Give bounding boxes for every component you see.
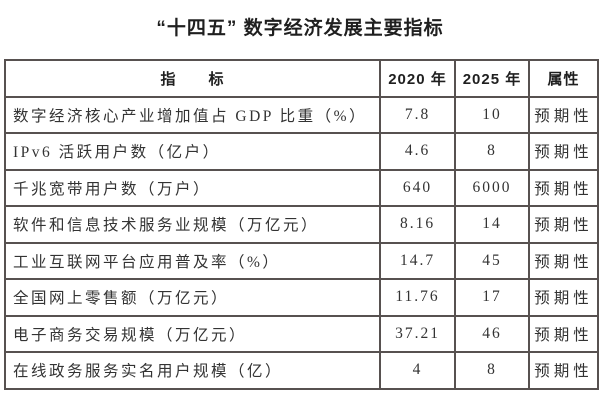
column-header-attribute: 属性 bbox=[528, 59, 599, 98]
page-title: “十四五” 数字经济发展主要指标 bbox=[156, 18, 444, 39]
value-2020: 640 bbox=[379, 168, 456, 207]
indicator-name: 数字经济核心产业增加值占 GDP 比重（%） bbox=[4, 95, 381, 134]
table-row: 千兆宽带用户数（万户） 640 6000 预期性 bbox=[4, 168, 599, 207]
indicator-name: 电子商务交易规模（万亿元） bbox=[4, 314, 381, 353]
table-row: IPv6 活跃用户数（亿户） 4.6 8 预期性 bbox=[4, 132, 599, 171]
attribute-value: 预期性 bbox=[528, 205, 599, 244]
table-row: 软件和信息技术服务业规模（万亿元） 8.16 14 预期性 bbox=[4, 205, 599, 244]
value-2025: 17 bbox=[454, 278, 530, 317]
table-row: 工业互联网平台应用普及率（%） 14.7 45 预期性 bbox=[4, 241, 599, 280]
indicator-name: 千兆宽带用户数（万户） bbox=[4, 168, 381, 207]
attribute-value: 预期性 bbox=[528, 168, 599, 207]
table-header-row: 指 标 2020 年 2025 年 属性 bbox=[4, 59, 599, 98]
value-2025: 45 bbox=[454, 241, 530, 280]
indicator-name: 全国网上零售额（万亿元） bbox=[4, 278, 381, 317]
column-header-2025: 2025 年 bbox=[454, 59, 530, 98]
value-2025: 6000 bbox=[454, 168, 530, 207]
value-2020: 4.6 bbox=[379, 132, 456, 171]
indicator-table: 指 标 2020 年 2025 年 属性 数字经济核心产业增加值占 GDP 比重… bbox=[4, 59, 599, 390]
value-2020: 8.16 bbox=[379, 205, 456, 244]
table-row: 电子商务交易规模（万亿元） 37.21 46 预期性 bbox=[4, 314, 599, 353]
attribute-value: 预期性 bbox=[528, 132, 599, 171]
value-2020: 11.76 bbox=[379, 278, 456, 317]
value-2025: 46 bbox=[454, 314, 530, 353]
value-2025: 8 bbox=[454, 351, 530, 390]
indicator-name: 工业互联网平台应用普及率（%） bbox=[4, 241, 381, 280]
column-header-2020: 2020 年 bbox=[379, 59, 456, 98]
value-2025: 8 bbox=[454, 132, 530, 171]
attribute-value: 预期性 bbox=[528, 95, 599, 134]
value-2020: 4 bbox=[379, 351, 456, 390]
value-2020: 14.7 bbox=[379, 241, 456, 280]
table-row: 全国网上零售额（万亿元） 11.76 17 预期性 bbox=[4, 278, 599, 317]
attribute-value: 预期性 bbox=[528, 351, 599, 390]
attribute-value: 预期性 bbox=[528, 241, 599, 280]
attribute-value: 预期性 bbox=[528, 278, 599, 317]
attribute-value: 预期性 bbox=[528, 314, 599, 353]
indicator-name: IPv6 活跃用户数（亿户） bbox=[4, 132, 381, 171]
value-2025: 10 bbox=[454, 95, 530, 134]
table-row: 在线政务服务实名用户规模（亿） 4 8 预期性 bbox=[4, 351, 599, 390]
table-row: 数字经济核心产业增加值占 GDP 比重（%） 7.8 10 预期性 bbox=[4, 95, 599, 134]
indicator-name: 在线政务服务实名用户规模（亿） bbox=[4, 351, 381, 390]
value-2020: 37.21 bbox=[379, 314, 456, 353]
column-header-indicator: 指 标 bbox=[4, 59, 381, 98]
value-2025: 14 bbox=[454, 205, 530, 244]
indicator-name: 软件和信息技术服务业规模（万亿元） bbox=[4, 205, 381, 244]
value-2020: 7.8 bbox=[379, 95, 456, 134]
